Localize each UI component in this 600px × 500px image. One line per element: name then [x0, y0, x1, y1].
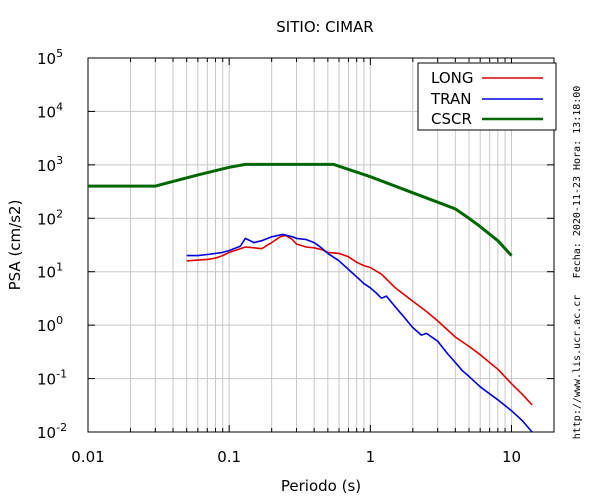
x-tick-labels: 0.01 0.1 1 10: [71, 448, 521, 466]
y-tick-label: 101: [37, 261, 63, 282]
y-tick-label: 103: [37, 154, 63, 175]
grid-lines: [87, 57, 555, 433]
series-line-tran: [186, 233, 533, 433]
y-tick-labels: 10-2 10-1 100 101 102 103 104 105: [37, 47, 67, 442]
series-line-long: [186, 234, 533, 406]
y-tick-label: 104: [37, 100, 63, 121]
y-tick-label: 10-1: [37, 368, 67, 389]
y-tick-label: 102: [37, 207, 63, 228]
x-tick-label: 10: [502, 448, 521, 466]
y-tick-label: 105: [37, 47, 63, 68]
x-axis-label: Periodo (s): [281, 477, 361, 495]
series-lines: [88, 162, 533, 433]
legend-label-cscr: CSCR: [431, 110, 472, 128]
chart-title: SITIO: CIMAR: [276, 18, 373, 36]
y-axis-label: PSA (cm/s2): [6, 200, 24, 291]
legend: LONG TRAN CSCR: [417, 62, 557, 131]
y-tick-label: 10-2: [37, 421, 67, 442]
x-tick-label: 0.01: [71, 448, 104, 466]
x-tick-label: 1: [366, 448, 376, 466]
plot-frame: [87, 57, 555, 433]
legend-label-tran: TRAN: [430, 90, 471, 108]
x-tick-label: 0.1: [217, 448, 241, 466]
series-line-cscr: [88, 162, 513, 257]
source-url-note: http://www.lis.ucr.ac.cr: [572, 295, 583, 440]
legend-label-long: LONG: [431, 69, 473, 87]
timestamp-note: Fecha: 2020-11-23 Hora: 13:18:00: [572, 86, 583, 279]
y-tick-label: 100: [37, 314, 63, 335]
axis-ticks: [87, 57, 555, 433]
